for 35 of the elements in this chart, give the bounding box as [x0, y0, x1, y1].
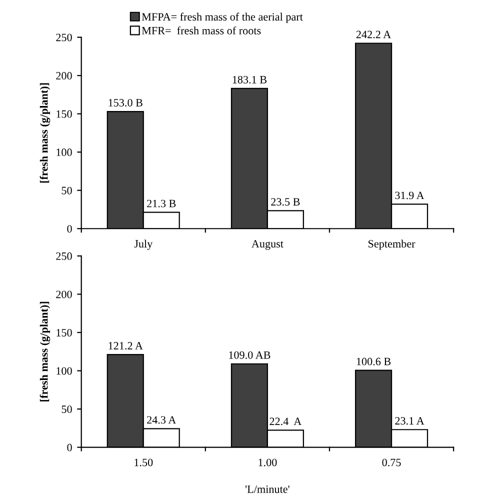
x-tick-label: 1.50 [134, 458, 153, 466]
y-tick-label: 150 [56, 328, 72, 336]
x-axis-title: 'L/minute' [246, 486, 290, 493]
y-axis-title: [fresh mass (g/plant)] [40, 302, 50, 402]
legend-label: MFPA= fresh mass of the aerial part [142, 12, 303, 23]
data-label: 100.6 B [356, 358, 391, 366]
data-label: 121.2 A [108, 342, 143, 350]
data-label: 242.2 A [356, 30, 392, 38]
data-label: 31.9 A [395, 192, 424, 200]
data-label: 183.1 B [232, 76, 267, 84]
data-label: 23.1 A [395, 417, 424, 425]
y-tick-label: 150 [56, 110, 72, 118]
data-label: 21.3 B [147, 200, 176, 208]
y-tick-label: 50 [62, 405, 72, 413]
x-tick-label: 1.00 [258, 458, 277, 466]
y-tick-label: 0 [67, 225, 72, 233]
y-tick-label: 50 [62, 186, 72, 194]
y-tick-label: 200 [56, 72, 72, 80]
x-tick-label: July [134, 240, 153, 250]
data-label: 109.0 AB [229, 351, 270, 359]
y-tick-label: 100 [56, 148, 72, 156]
y-axis-title: [fresh mass (g/plant)] [40, 83, 50, 183]
y-tick-label: 0 [67, 444, 72, 452]
y-tick-label: 250 [56, 34, 72, 42]
data-label: 24.3 A [147, 416, 176, 424]
x-tick-label: 0.75 [382, 458, 401, 466]
x-tick-label: August [252, 240, 284, 250]
data-label: 22.4 A [270, 418, 302, 426]
legend-label: MFR= fresh mass of roots [142, 26, 261, 34]
y-tick-label: 200 [56, 290, 72, 298]
data-label: 153.0 B [108, 98, 142, 107]
y-tick-label: 250 [56, 252, 72, 260]
x-tick-label: September [368, 240, 416, 250]
y-tick-label: 100 [56, 367, 72, 375]
data-label: 23.5 B [271, 198, 300, 206]
